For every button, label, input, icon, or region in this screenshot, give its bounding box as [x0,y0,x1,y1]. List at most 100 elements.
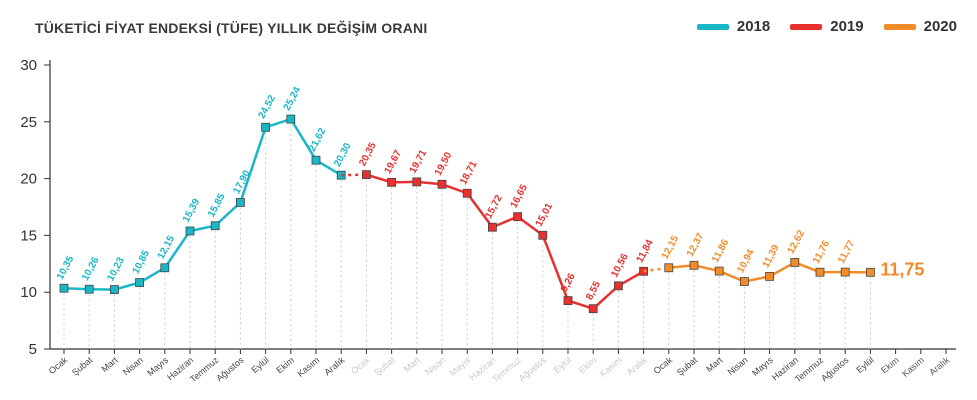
x-tick-label: Nisan [423,355,447,377]
data-point-2018 [235,198,245,207]
legend-label-2020: 2020 [923,18,957,35]
y-tick-label: 5 [29,341,37,358]
x-tick-label: Ağustos [819,355,851,384]
x-tick-label: Mart [99,355,120,375]
data-label: 10,35 [55,254,77,282]
data-point-2020 [740,277,749,286]
x-tick-label: Ekim [577,355,599,376]
data-point-2019 [487,222,497,232]
data-label: 10,23 [105,255,127,283]
data-point-2018 [160,263,170,273]
data-point-2019 [563,296,573,306]
x-tick-label: Eylül [854,355,875,375]
data-label: 17,90 [231,168,253,196]
x-tick-label: Mart [402,355,423,375]
y-tick-label: 10 [20,284,37,301]
data-label: 16,65 [509,182,531,210]
data-point-2019 [462,188,472,198]
x-tick-label: Temmuz [188,355,221,385]
x-tick-label: Mart [704,355,725,375]
data-label: 10,94 [735,247,757,275]
data-point-2020 [790,258,800,267]
x-tick-label: Kasım [295,355,321,379]
x-tick-label: Ekim [879,355,901,376]
data-label: 20,30 [332,141,354,169]
data-label: 18,71 [458,159,480,187]
data-label: 19,71 [408,148,430,176]
chart-legend: 2018 2019 2020 [696,18,957,35]
data-point-2018 [261,122,271,132]
y-tick-label: 15 [20,227,37,244]
legend-swatch-2018 [696,23,729,30]
x-tick-label: Aralık [322,355,346,378]
data-point-2018 [286,114,296,124]
data-label: 20,35 [357,140,379,168]
data-label: 25,24 [282,85,304,113]
data-label: 10,56 [609,252,631,280]
legend-label-2018: 2018 [736,18,771,35]
data-label: 11,86 [710,237,731,264]
data-point-2020 [765,272,774,281]
data-label: 15,85 [206,192,228,220]
data-point-2019 [538,230,548,240]
data-point-2019 [437,179,447,189]
legend-item-2019: 2019 [790,18,864,35]
series-line-2019 [366,173,645,311]
data-point-2020 [840,267,850,277]
legend-item-2020: 2020 [883,18,957,35]
x-tick-label: Aralık [625,355,649,378]
data-point-2019 [387,177,397,187]
x-tick-label: Ocak [47,355,70,376]
data-label: 8,55 [584,279,603,302]
data-label: 19,67 [383,148,405,176]
data-point-2018 [84,284,94,294]
data-label: 10,26 [80,255,102,283]
data-point-2020 [815,267,825,277]
data-label: 12,15 [156,234,178,262]
data-label: 24,52 [257,93,279,121]
data-point-2018 [210,221,220,231]
y-tick-label: 30 [20,57,37,74]
data-label: 12,15 [660,234,682,262]
data-label: 10,85 [131,248,153,276]
data-point-2019 [614,281,623,291]
highlight-label: 11,75 [880,259,924,279]
data-label: 15,39 [181,197,203,225]
data-label: 11,84 [635,238,656,265]
data-label: 9,26 [559,271,578,294]
x-tick-label: Eylül [552,355,573,375]
data-label: 19,50 [433,150,455,178]
data-label: 21,62 [307,126,329,154]
x-tick-label: Eylül [250,355,271,375]
data-point-2019 [412,177,422,187]
legend-label-2019: 2019 [830,18,864,35]
data-label: 11,76 [811,238,832,265]
chart-title: TÜKETİCİ FİYAT ENDEKSİ (TÜFE) YILLIK DEĞ… [35,20,428,36]
x-tick-label: Nisan [121,355,145,377]
x-tick-label: Ekim [274,355,296,376]
data-point-2018 [135,278,145,287]
data-label: 12,62 [786,228,808,256]
x-tick-label: Şubat [70,355,95,378]
x-tick-label: Ocak [652,355,675,376]
y-tick-label: 20 [20,171,37,188]
legend-swatch-2020 [883,23,916,30]
data-label: 15,72 [483,193,505,221]
data-point-2020 [664,263,674,273]
data-point-2018 [110,285,119,294]
series-line-2018 [63,117,342,291]
x-tick-label: Nisan [726,355,750,377]
y-tick-label: 25 [20,114,37,131]
data-point-2019 [588,304,598,314]
x-tick-label: Ağustos [214,355,246,384]
data-point-2020 [689,260,699,270]
x-tick-label: Kasım [900,355,926,379]
data-label: 12,37 [685,231,707,259]
data-label: 11,77 [836,238,857,265]
data-point-2018 [185,226,195,236]
x-tick-label: Temmuz [793,355,826,385]
data-label: 15,01 [534,201,556,229]
x-tick-label: Ocak [349,355,372,376]
